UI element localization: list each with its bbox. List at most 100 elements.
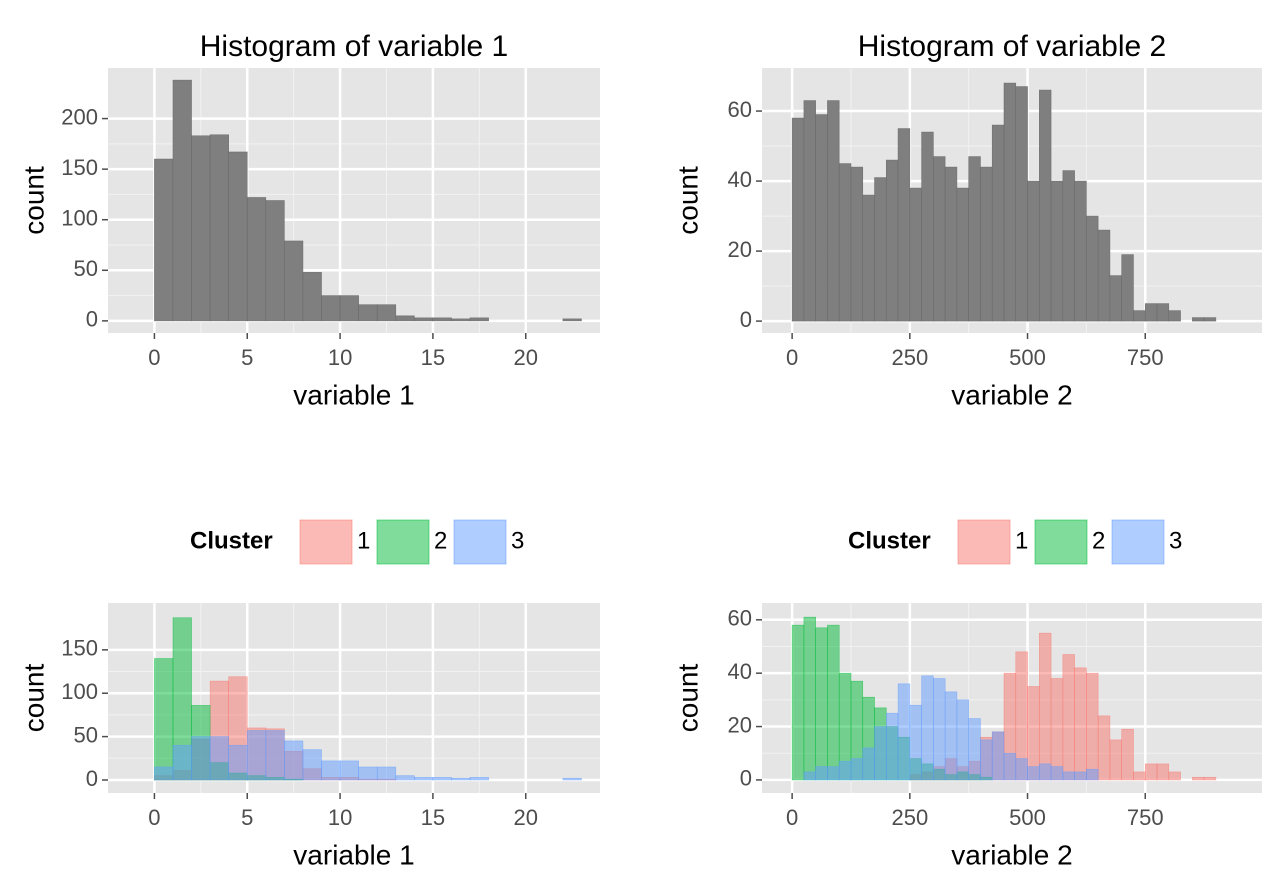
bar <box>1027 180 1040 322</box>
bar <box>469 777 489 781</box>
bar <box>1074 667 1087 781</box>
y-tick-label: 0 <box>86 766 98 791</box>
bar <box>1144 763 1158 781</box>
bar <box>209 134 229 322</box>
bar <box>228 151 248 322</box>
legend-label: 1 <box>357 527 370 554</box>
legend-swatch <box>453 519 507 565</box>
bar <box>1203 776 1217 781</box>
legend-swatch <box>1034 519 1088 565</box>
bar <box>921 131 934 322</box>
bar <box>1039 763 1052 781</box>
bar <box>991 731 1005 781</box>
bar <box>154 158 174 322</box>
bar <box>909 187 922 322</box>
bar <box>803 771 816 781</box>
bar <box>944 691 958 781</box>
x-tick-label: 0 <box>148 805 160 830</box>
legend-swatch <box>957 519 1011 565</box>
y-tick-label: 100 <box>61 679 98 704</box>
bar <box>321 295 341 322</box>
bar <box>956 699 969 781</box>
bar <box>1050 766 1064 781</box>
y-axis-title: count <box>672 664 703 733</box>
bar <box>191 135 211 322</box>
y-tick-label: 150 <box>61 155 98 180</box>
legend-label: 3 <box>511 527 524 554</box>
bar <box>1156 763 1170 781</box>
bar <box>1121 728 1134 781</box>
y-tick-label: 60 <box>728 97 752 122</box>
bar <box>897 683 911 781</box>
bar <box>395 315 415 322</box>
bar <box>284 240 304 322</box>
bar <box>172 744 192 781</box>
bar <box>1168 310 1181 322</box>
bar <box>838 163 852 322</box>
bar <box>885 712 899 781</box>
y-axis-title: count <box>18 664 49 733</box>
bar <box>209 736 229 781</box>
x-tick-label: 15 <box>421 805 445 830</box>
x-tick-label: 500 <box>1009 805 1046 830</box>
bar <box>1050 180 1064 322</box>
y-tick-label: 20 <box>728 237 752 262</box>
bar <box>827 100 840 322</box>
y-tick-label: 50 <box>74 722 98 747</box>
bar <box>376 304 397 322</box>
bar <box>1086 768 1099 781</box>
legend-title: Cluster <box>848 527 931 554</box>
x-axis-title: variable 1 <box>293 379 414 410</box>
bar <box>968 156 981 322</box>
x-tick-label: 20 <box>513 805 537 830</box>
y-tick-label: 50 <box>74 256 98 281</box>
bar <box>980 739 993 781</box>
bar <box>451 318 471 322</box>
legend-swatch <box>299 519 353 565</box>
y-tick-label: 20 <box>728 712 752 737</box>
bar <box>1074 180 1087 322</box>
y-axis-title: count <box>672 166 703 235</box>
legend-label: 2 <box>1092 527 1105 554</box>
x-axis-title: variable 1 <box>293 839 414 870</box>
x-tick-label: 10 <box>328 805 352 830</box>
bar <box>956 187 969 322</box>
bar <box>1003 752 1017 781</box>
bar <box>968 718 981 781</box>
y-tick-label: 0 <box>740 766 752 791</box>
bar <box>815 627 828 781</box>
bar <box>395 775 415 781</box>
bar <box>850 166 864 322</box>
bar <box>562 777 582 781</box>
bar <box>451 777 471 781</box>
bar <box>1144 303 1158 322</box>
bar <box>874 726 887 781</box>
y-tick-label: 150 <box>61 636 98 661</box>
bar <box>432 317 452 322</box>
bar <box>414 777 434 781</box>
bar <box>991 124 1005 322</box>
legend-swatch <box>376 519 430 565</box>
y-tick-label: 200 <box>61 104 98 129</box>
bar <box>1192 317 1205 322</box>
bar <box>827 766 840 781</box>
bar <box>815 114 828 322</box>
x-tick-label: 20 <box>513 345 537 370</box>
bar <box>1039 632 1052 781</box>
bar <box>432 777 452 781</box>
x-tick-label: 250 <box>891 345 928 370</box>
x-tick-label: 750 <box>1127 345 1164 370</box>
bar <box>339 295 359 322</box>
legend-title: Cluster <box>190 527 273 554</box>
y-tick-label: 40 <box>728 659 752 684</box>
y-tick-label: 40 <box>728 167 752 192</box>
bar <box>1109 275 1122 322</box>
bar <box>827 624 840 781</box>
bar <box>815 766 828 781</box>
bar <box>358 766 378 781</box>
x-tick-label: 0 <box>148 345 160 370</box>
bar <box>791 624 805 781</box>
bar <box>933 156 946 322</box>
bar <box>339 760 359 781</box>
bar <box>909 704 922 781</box>
